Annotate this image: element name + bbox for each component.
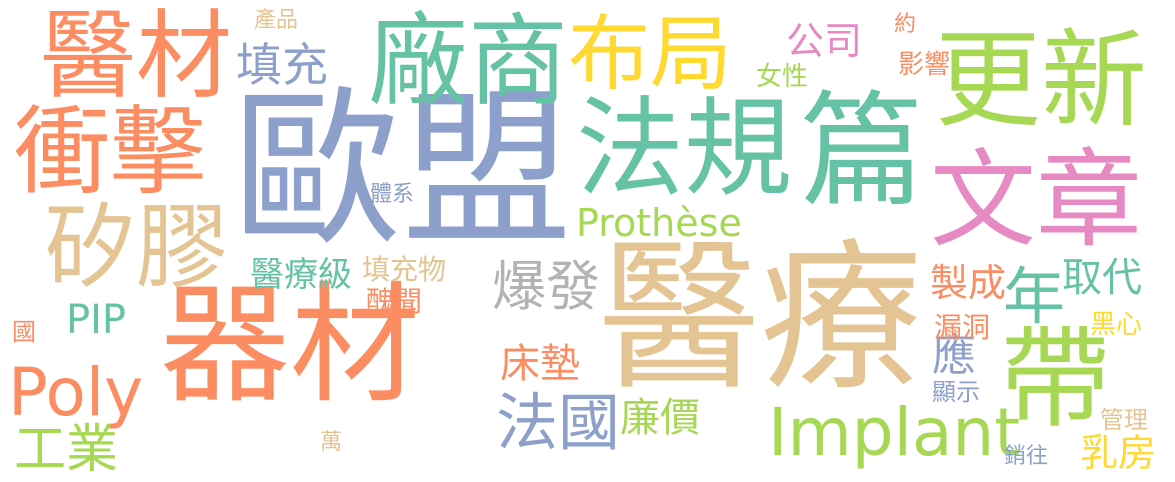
word-nian: 年 [1003, 260, 1066, 333]
word-xianshi: 顯示 [932, 378, 980, 406]
word-yiliaoji: 醫療級 [250, 255, 352, 295]
word-xiaowang: 銷往 [1004, 444, 1049, 469]
word-gongsi: 公司 [786, 19, 863, 63]
word-tianchong: 填充 [236, 38, 328, 92]
word-changshang: 廠商 [368, 3, 568, 120]
word-chouwen: 醜聞 [366, 285, 423, 318]
word-guijiao: 矽膠 [44, 194, 229, 301]
word-implant: Implant [768, 394, 1021, 471]
word-ruzang: 乳房 [1080, 431, 1157, 475]
word-pian: 篇 [800, 80, 925, 224]
word-chuangdian: 床墊 [500, 341, 580, 387]
word-yicai: 醫材 [40, 0, 232, 112]
word-fagui: 法規 [576, 87, 793, 212]
word-zhicheng: 製成 [930, 261, 1007, 305]
word-lianjia: 廉價 [620, 395, 700, 441]
word-nvxing: 女性 [756, 62, 809, 92]
word-prothese: Prothèse [576, 201, 742, 245]
word-baofa: 爆發 [492, 255, 600, 318]
word-buju: 布局 [568, 7, 733, 102]
word-pip: PIP [66, 297, 127, 343]
word-chongji: 衝擊 [14, 96, 206, 208]
word-yimeng: 歐盟 [232, 72, 573, 270]
word-wan: 萬 [320, 430, 343, 455]
word-yiliao: 醫療 [598, 225, 922, 413]
word-yue: 約 [894, 12, 917, 37]
word-qicai: 器材 [160, 269, 421, 421]
word-tianchongwu: 填充物 [362, 253, 447, 286]
word-heixin: 黑心 [1090, 310, 1143, 340]
word-guanli: 管理 [1100, 406, 1148, 434]
word-qudai: 取代 [1062, 255, 1142, 301]
word-yingxiang: 影響 [898, 50, 951, 80]
word-dai: 帶 [1000, 315, 1110, 443]
word-wenzhang: 文章 [930, 139, 1142, 262]
word-tixi: 體系 [370, 182, 415, 207]
word-chanpin: 產品 [254, 8, 299, 33]
word-poly: Poly [8, 354, 144, 431]
word-faguo: 法國 [496, 386, 621, 459]
word-ying: 應 [932, 330, 976, 381]
word-louding: 漏洞 [934, 311, 991, 344]
word-gengxin: 更新 [935, 19, 1147, 142]
word-guo: 國 [12, 318, 36, 346]
word-gongye: 工業 [14, 420, 119, 480]
